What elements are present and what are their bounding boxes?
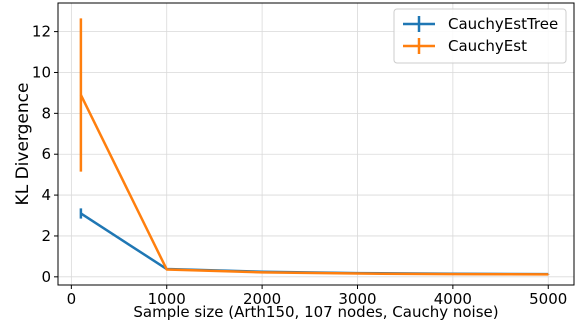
y-tick-label: 12 bbox=[32, 23, 51, 41]
legend-label: CauchyEst bbox=[448, 37, 527, 55]
y-tick-label: 6 bbox=[41, 145, 51, 163]
x-tick-label: 0 bbox=[67, 290, 77, 308]
x-tick-label: 3000 bbox=[338, 290, 376, 308]
legend: CauchyEstTree CauchyEst bbox=[393, 8, 567, 64]
plot-frame bbox=[57, 2, 575, 286]
x-tick-label: 5000 bbox=[529, 290, 567, 308]
x-tick-label: 1000 bbox=[148, 290, 186, 308]
legend-item: CauchyEstTree bbox=[403, 15, 558, 33]
x-axis-label: Sample size (Arth150, 107 nodes, Cauchy … bbox=[133, 303, 498, 321]
x-tick-label: 4000 bbox=[434, 290, 472, 308]
legend-label: CauchyEstTree bbox=[448, 15, 558, 33]
axis-ticks: 0 1000 2000 3000 4000 5000 0 2 4 6 8 10 12 bbox=[32, 23, 567, 308]
y-tick-label: 10 bbox=[32, 63, 51, 81]
series-line bbox=[79, 94, 549, 276]
y-tick-label: 8 bbox=[41, 104, 51, 122]
y-tick-label: 0 bbox=[41, 268, 51, 286]
y-tick-label: 4 bbox=[41, 186, 51, 204]
series-layer bbox=[79, 18, 550, 276]
y-tick-label: 2 bbox=[41, 227, 51, 245]
x-tick-label: 2000 bbox=[243, 290, 281, 308]
y-axis-label: KL Divergence bbox=[13, 83, 33, 206]
series-cauchyest bbox=[79, 18, 550, 276]
legend-box bbox=[393, 8, 567, 64]
series-line bbox=[80, 212, 549, 276]
legend-item: CauchyEst bbox=[403, 37, 527, 55]
series-cauchyesttree bbox=[79, 208, 550, 276]
